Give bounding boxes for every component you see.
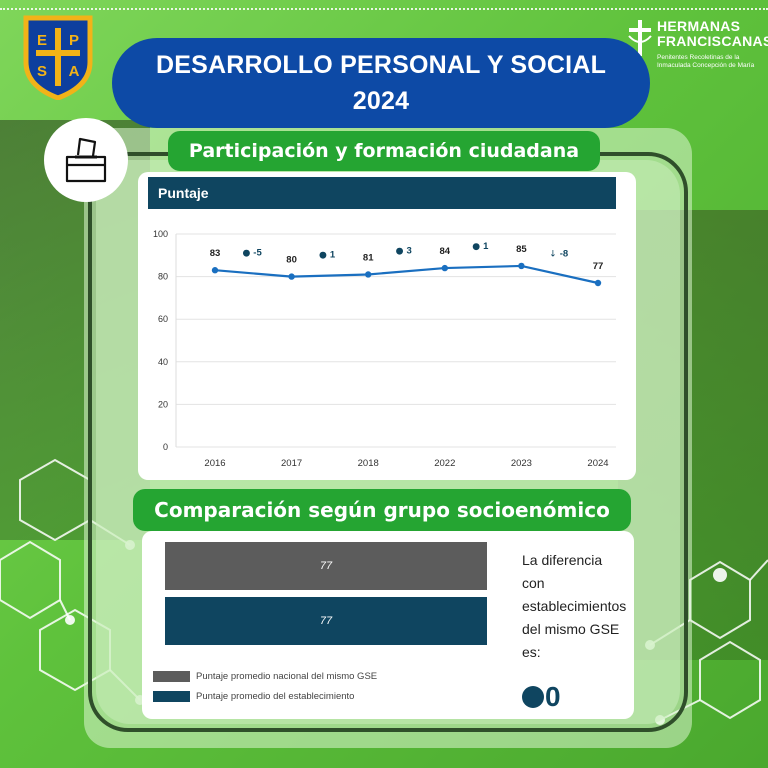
- page-title-line-2: 2024: [352, 87, 410, 115]
- page-title: DESARROLLO PERSONAL Y SOCIAL 2024: [112, 38, 650, 128]
- shield-letter-e: E: [37, 32, 47, 49]
- data-point: [594, 279, 602, 287]
- difference-line: con: [522, 575, 545, 591]
- shield-letter-s: S: [37, 63, 47, 80]
- bar-national-average: 77: [165, 542, 487, 590]
- data-point: [365, 271, 372, 278]
- change-label: 1: [330, 250, 336, 261]
- change-label: 1: [483, 241, 489, 252]
- cross-icon: [628, 20, 652, 56]
- change-label: 3: [407, 245, 412, 256]
- difference-value: 0: [522, 681, 561, 713]
- brand-subtitle: Penitentes Recoletinas de la Inmaculada …: [657, 54, 755, 69]
- section-title-comparacion: Comparación según grupo socioenómico: [133, 489, 631, 531]
- data-point: [518, 262, 525, 270]
- shield-letter-p: P: [69, 32, 79, 49]
- difference-line: La diferencia: [522, 552, 603, 568]
- x-tick-label: 2023: [511, 458, 532, 469]
- chart-title: Puntaje: [148, 177, 616, 209]
- score-chart-card: Puntaje 0 20 40 60 80 100 2016 2017 2018 2022 2023…: [138, 172, 636, 480]
- legend-national: Puntaje promedio nacional del mismo GSE: [153, 671, 377, 682]
- page-title-line-1: DESARROLLO PERSONAL Y SOCIAL: [155, 51, 607, 79]
- difference-text: La diferencia con establecimientos del m…: [522, 549, 632, 664]
- change-symbol: ●: [319, 251, 327, 261]
- data-label: 83: [210, 248, 221, 259]
- y-tick-label: 20: [158, 399, 168, 409]
- change-label: -5: [253, 247, 262, 258]
- bar-school-average: 77: [165, 597, 487, 645]
- shield-letter-a: A: [69, 63, 80, 80]
- difference-line: establecimientos: [522, 598, 627, 614]
- x-tick-label: 2016: [204, 458, 225, 469]
- data-point: [441, 264, 448, 272]
- x-tick-label: 2017: [281, 458, 302, 469]
- difference-number: 0: [545, 681, 561, 712]
- data-label: 80: [286, 255, 297, 266]
- hermanas-franciscanas-logo: HERMANAS FRANCISCANAS Penitentes Recolet…: [625, 18, 768, 98]
- y-tick-label: 40: [158, 357, 168, 367]
- series-line: [214, 264, 599, 285]
- brand-line-1: HERMANAS: [657, 18, 741, 34]
- data-point: [211, 267, 219, 274]
- difference-line: del mismo GSE: [522, 621, 620, 637]
- score-line-chart: 0 20 40 60 80 100 2016 2017 2018 2022 2023 2024 83 80…: [153, 229, 616, 469]
- legend-national-label: Puntaje promedio nacional del mismo GSE: [196, 671, 378, 682]
- data-label: 81: [363, 252, 374, 263]
- data-label: 85: [516, 244, 527, 255]
- data-label: 84: [440, 246, 451, 257]
- x-tick-label: 2024: [587, 458, 608, 469]
- legend-swatch-national: [153, 671, 190, 682]
- bar-national-value: 77: [319, 560, 333, 572]
- change-symbol: ●: [396, 246, 404, 256]
- legend-school-label: Puntaje promedio del establecimiento: [196, 691, 355, 702]
- difference-dot-icon: [522, 686, 544, 708]
- ballot-box-icon: [65, 137, 107, 183]
- bar-school-value: 77: [319, 615, 333, 627]
- section-title-participacion: Participación y formación ciudadana: [168, 131, 600, 171]
- top-dotted-border: [0, 8, 768, 10]
- ballot-badge: [44, 118, 128, 202]
- x-tick-label: 2022: [434, 458, 455, 469]
- x-tick-label: 2018: [358, 458, 379, 469]
- y-tick-label: 0: [163, 442, 168, 452]
- school-shield-logo: E P S A: [23, 15, 93, 100]
- data-point: [288, 273, 295, 280]
- change-label: -8: [560, 248, 568, 259]
- legend-school: Puntaje promedio del establecimiento: [153, 691, 354, 702]
- data-label: 77: [593, 261, 604, 272]
- y-tick-label: 80: [158, 272, 168, 282]
- y-tick-label: 60: [158, 314, 168, 324]
- legend-swatch-school: [153, 691, 190, 702]
- change-symbol: ●: [472, 242, 480, 252]
- change-symbol: ↓: [549, 249, 557, 259]
- change-symbol: ●: [242, 248, 250, 258]
- comparison-card: 77 77 Puntaje promedio nacional del mism…: [142, 531, 634, 719]
- y-tick-label: 100: [153, 229, 168, 239]
- difference-line: es:: [522, 644, 541, 660]
- brand-line-2: FRANCISCANAS: [657, 33, 768, 49]
